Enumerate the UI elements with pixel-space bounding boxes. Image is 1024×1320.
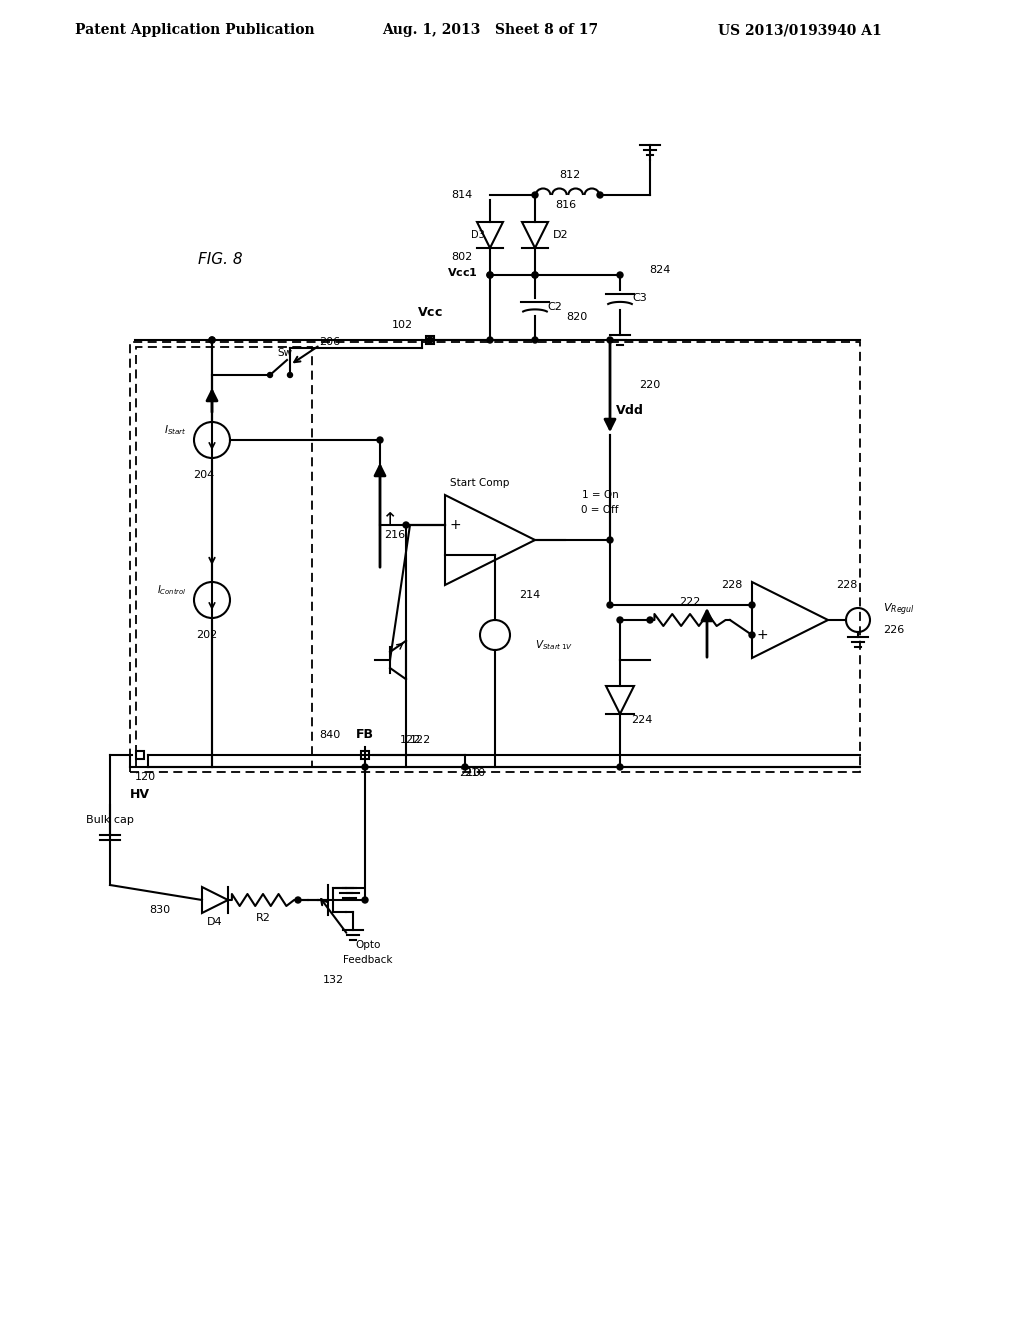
Circle shape [607, 537, 613, 543]
Circle shape [749, 632, 755, 638]
Text: 1 = On: 1 = On [582, 490, 618, 500]
Text: +: + [450, 517, 461, 532]
Circle shape [532, 272, 538, 279]
Text: $I_{Control}$: $I_{Control}$ [158, 583, 187, 597]
Text: $I_{Start}$: $I_{Start}$ [164, 424, 187, 437]
Text: 802: 802 [452, 252, 473, 261]
Text: Feedback: Feedback [343, 954, 393, 965]
Text: 210: 210 [465, 768, 485, 777]
Bar [361, 751, 369, 759]
Text: D3: D3 [471, 230, 485, 240]
Circle shape [617, 764, 623, 770]
Text: $\mathbf{Vcc}$: $\mathbf{Vcc}$ [417, 305, 442, 318]
Text: 224: 224 [632, 715, 652, 725]
Circle shape [487, 272, 493, 279]
Circle shape [532, 272, 538, 279]
Text: 120: 120 [134, 772, 156, 781]
Circle shape [487, 272, 493, 279]
Text: Sw: Sw [278, 348, 293, 358]
Circle shape [607, 602, 613, 609]
Text: 226: 226 [883, 624, 904, 635]
Text: 206: 206 [319, 337, 341, 347]
Bar [136, 751, 144, 759]
Text: 214: 214 [519, 590, 541, 601]
Text: Opto: Opto [355, 940, 381, 950]
Text: C3: C3 [633, 293, 647, 304]
Circle shape [403, 521, 409, 528]
Bar [426, 337, 434, 345]
Text: 812: 812 [559, 170, 581, 180]
Circle shape [362, 764, 368, 770]
Circle shape [487, 337, 493, 343]
Circle shape [532, 191, 538, 198]
Text: D4: D4 [207, 917, 223, 927]
Text: $V_{Start\,1V}$: $V_{Start\,1V}$ [535, 638, 573, 652]
Text: $\mathbf{Vcc1}$: $\mathbf{Vcc1}$ [446, 267, 477, 279]
Circle shape [617, 272, 623, 279]
Circle shape [362, 898, 368, 903]
Circle shape [288, 372, 293, 378]
Text: US 2013/0193940 A1: US 2013/0193940 A1 [718, 22, 882, 37]
Text: 0 = Off: 0 = Off [582, 506, 618, 515]
Text: FIG. 8: FIG. 8 [198, 252, 243, 268]
Text: ↑: ↑ [382, 511, 398, 529]
Circle shape [617, 616, 623, 623]
Text: R2: R2 [256, 913, 270, 923]
Circle shape [532, 337, 538, 343]
Text: $\mathbf{Vdd}$: $\mathbf{Vdd}$ [615, 403, 643, 417]
Text: 840: 840 [319, 730, 341, 741]
Circle shape [209, 337, 215, 343]
Text: −: − [450, 548, 461, 562]
Circle shape [267, 372, 272, 378]
Text: 132: 132 [323, 975, 344, 985]
Text: 210: 210 [460, 768, 480, 777]
Text: 204: 204 [194, 470, 215, 480]
Circle shape [209, 337, 215, 343]
Circle shape [607, 337, 613, 343]
Text: 220: 220 [639, 380, 660, 389]
Text: Start Comp: Start Comp [451, 478, 510, 488]
Text: Aug. 1, 2013   Sheet 8 of 17: Aug. 1, 2013 Sheet 8 of 17 [382, 22, 598, 37]
Text: D2: D2 [553, 230, 568, 240]
Circle shape [749, 602, 755, 609]
Text: 228: 228 [721, 579, 742, 590]
Bar [136, 347, 312, 767]
Circle shape [462, 764, 468, 770]
Text: 216: 216 [384, 531, 406, 540]
Text: $V_{Regul}$: $V_{Regul}$ [883, 602, 914, 618]
Text: Patent Application Publication: Patent Application Publication [75, 22, 314, 37]
Text: Bulk cap: Bulk cap [86, 814, 134, 825]
Text: 228: 228 [836, 579, 857, 590]
Circle shape [647, 616, 653, 623]
Text: 830: 830 [150, 906, 171, 915]
Text: 122: 122 [410, 735, 431, 744]
Text: 816: 816 [555, 201, 577, 210]
Text: 824: 824 [649, 265, 671, 275]
Circle shape [295, 898, 301, 903]
Text: FB: FB [356, 729, 374, 742]
Text: 202: 202 [197, 630, 218, 640]
Circle shape [427, 337, 433, 343]
Text: HV: HV [130, 788, 150, 801]
Text: 102: 102 [391, 319, 413, 330]
Text: C2: C2 [548, 302, 562, 313]
Circle shape [377, 437, 383, 444]
Bar [130, 342, 860, 772]
Text: 814: 814 [451, 190, 472, 201]
Text: 222: 222 [679, 597, 700, 607]
Circle shape [597, 191, 603, 198]
Text: 820: 820 [566, 313, 588, 322]
Text: +: + [756, 628, 768, 642]
Text: 122: 122 [399, 735, 421, 744]
